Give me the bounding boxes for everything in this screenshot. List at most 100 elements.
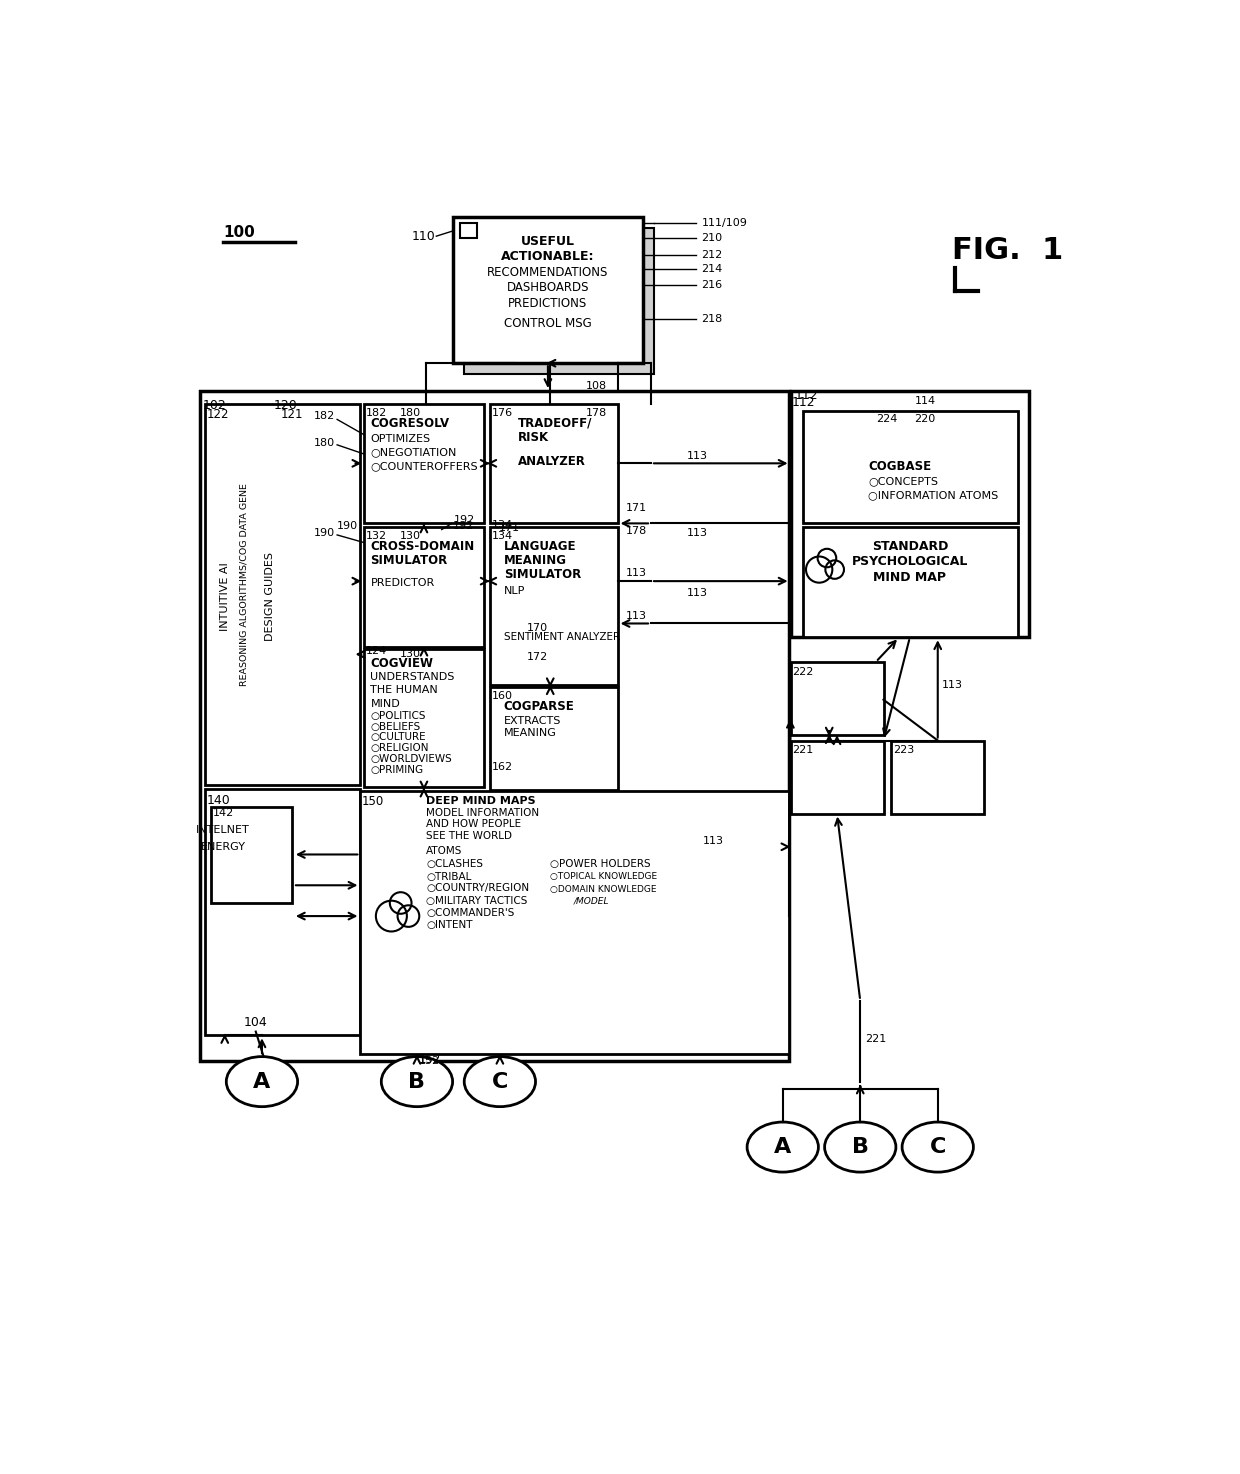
Text: SEE THE WORLD: SEE THE WORLD (427, 831, 512, 842)
Text: 114: 114 (915, 395, 936, 405)
Text: ○TOPICAL KNOWLEDGE: ○TOPICAL KNOWLEDGE (551, 873, 657, 881)
Bar (464, 227, 655, 374)
Text: 113: 113 (687, 588, 708, 597)
Text: 140: 140 (207, 793, 231, 806)
Text: 171: 171 (626, 503, 647, 513)
Text: ○CONCEPTS: ○CONCEPTS (868, 476, 937, 486)
Text: MIND: MIND (371, 699, 401, 709)
Text: STANDARD: STANDARD (872, 539, 949, 553)
Text: COGBASE: COGBASE (868, 460, 931, 473)
Text: 170: 170 (527, 624, 548, 634)
Text: REASONING ALGORITHMS/COG DATA GENE: REASONING ALGORITHMS/COG DATA GENE (239, 483, 249, 687)
Bar (490, 687, 618, 790)
Bar (804, 411, 1018, 523)
Text: ○WORLDVIEWS: ○WORLDVIEWS (371, 755, 453, 764)
Ellipse shape (903, 1122, 973, 1172)
Text: 214: 214 (702, 264, 723, 274)
Text: ○POWER HOLDERS: ○POWER HOLDERS (551, 859, 651, 870)
Text: /MODEL: /MODEL (573, 896, 609, 905)
Ellipse shape (746, 1122, 818, 1172)
Text: 162: 162 (491, 762, 512, 772)
Text: 178: 178 (587, 408, 608, 419)
Text: THE HUMAN: THE HUMAN (371, 685, 438, 696)
Text: PREDICTIONS: PREDICTIONS (508, 296, 588, 310)
Ellipse shape (825, 1122, 895, 1172)
Text: 152: 152 (419, 1052, 441, 1066)
Text: AND HOW PEOPLE: AND HOW PEOPLE (427, 820, 521, 830)
Text: 104: 104 (244, 1016, 268, 1029)
Text: 180: 180 (314, 438, 335, 448)
Bar (892, 740, 985, 814)
Text: INTUITIVE AI: INTUITIVE AI (219, 562, 229, 631)
Text: 113: 113 (941, 680, 962, 690)
Text: 182: 182 (366, 408, 387, 419)
Text: ACTIONABLE:: ACTIONABLE: (501, 251, 595, 264)
Text: 218: 218 (702, 314, 723, 324)
Text: RISK: RISK (518, 430, 549, 444)
Text: ENERGY: ENERGY (201, 842, 246, 852)
Text: 212: 212 (702, 251, 723, 261)
Bar (200, 391, 789, 1061)
Text: DEEP MIND MAPS: DEEP MIND MAPS (427, 796, 536, 806)
Text: A: A (774, 1136, 791, 1157)
Bar (460, 223, 476, 239)
Text: TRADEOFF/: TRADEOFF/ (518, 417, 591, 430)
Bar (490, 528, 618, 685)
Text: SENTIMENT ANALYZER: SENTIMENT ANALYZER (503, 632, 620, 643)
Text: SIMULATOR: SIMULATOR (371, 554, 448, 567)
Text: PSYCHOLOGICAL: PSYCHOLOGICAL (852, 556, 968, 569)
Text: 121: 121 (280, 408, 303, 422)
Text: ○TRIBAL: ○TRIBAL (427, 871, 471, 881)
Bar (361, 790, 789, 1054)
Text: 220: 220 (915, 414, 936, 425)
Text: ○BELIEFS: ○BELIEFS (371, 722, 420, 731)
Text: NLP: NLP (503, 587, 525, 595)
Text: ○COMMANDER'S: ○COMMANDER'S (427, 908, 515, 918)
Text: MIND MAP: MIND MAP (873, 570, 946, 584)
Text: ○PRIMING: ○PRIMING (371, 765, 424, 775)
Text: RECOMMENDATIONS: RECOMMENDATIONS (487, 265, 609, 279)
Bar (791, 391, 1029, 637)
Text: ANALYZER: ANALYZER (518, 455, 585, 469)
Text: SIMULATOR: SIMULATOR (503, 567, 582, 581)
Text: 210: 210 (702, 233, 723, 243)
Text: 110: 110 (412, 230, 435, 243)
Ellipse shape (382, 1057, 453, 1107)
Bar (365, 649, 485, 787)
Text: ○INTENT: ○INTENT (427, 920, 472, 930)
Text: ○CLASHES: ○CLASHES (427, 859, 484, 870)
Text: 152: 152 (419, 1055, 440, 1066)
Text: MODEL INFORMATION: MODEL INFORMATION (427, 808, 539, 818)
Text: 171: 171 (498, 523, 521, 534)
Bar (791, 740, 883, 814)
Text: INTELNET: INTELNET (196, 825, 250, 834)
Text: ○MILITARY TACTICS: ○MILITARY TACTICS (427, 896, 528, 905)
Text: C: C (930, 1136, 946, 1157)
Text: 112: 112 (795, 389, 818, 402)
Text: ○NEGOTIATION: ○NEGOTIATION (371, 448, 456, 457)
Text: 150: 150 (362, 794, 384, 808)
Text: DESIGN GUIDES: DESIGN GUIDES (264, 553, 275, 641)
Text: ○INFORMATION ATOMS: ○INFORMATION ATOMS (868, 489, 998, 500)
Text: 172: 172 (527, 652, 548, 662)
Text: 122: 122 (207, 408, 229, 422)
Text: OPTIMIZES: OPTIMIZES (371, 433, 430, 444)
Text: 124: 124 (366, 646, 387, 656)
Text: 120: 120 (274, 398, 298, 411)
Text: COGVIEW: COGVIEW (371, 657, 434, 671)
Text: 113: 113 (703, 836, 723, 846)
Text: ○POLITICS: ○POLITICS (371, 710, 427, 721)
Text: ○COUNTEROFFERS: ○COUNTEROFFERS (371, 461, 479, 472)
Text: PREDICTOR: PREDICTOR (371, 578, 435, 588)
Text: FIG.  1: FIG. 1 (952, 236, 1063, 264)
Ellipse shape (464, 1057, 536, 1107)
Text: UNDERSTANDS: UNDERSTANDS (371, 672, 455, 682)
Text: CONTROL MSG: CONTROL MSG (503, 317, 591, 330)
Text: MEANING: MEANING (503, 728, 557, 738)
Text: A: A (253, 1072, 270, 1092)
Text: 113: 113 (626, 610, 647, 621)
Text: 142: 142 (212, 808, 233, 818)
Text: USEFUL: USEFUL (521, 234, 575, 248)
Text: ATOMS: ATOMS (427, 846, 463, 856)
Bar (804, 528, 1018, 637)
